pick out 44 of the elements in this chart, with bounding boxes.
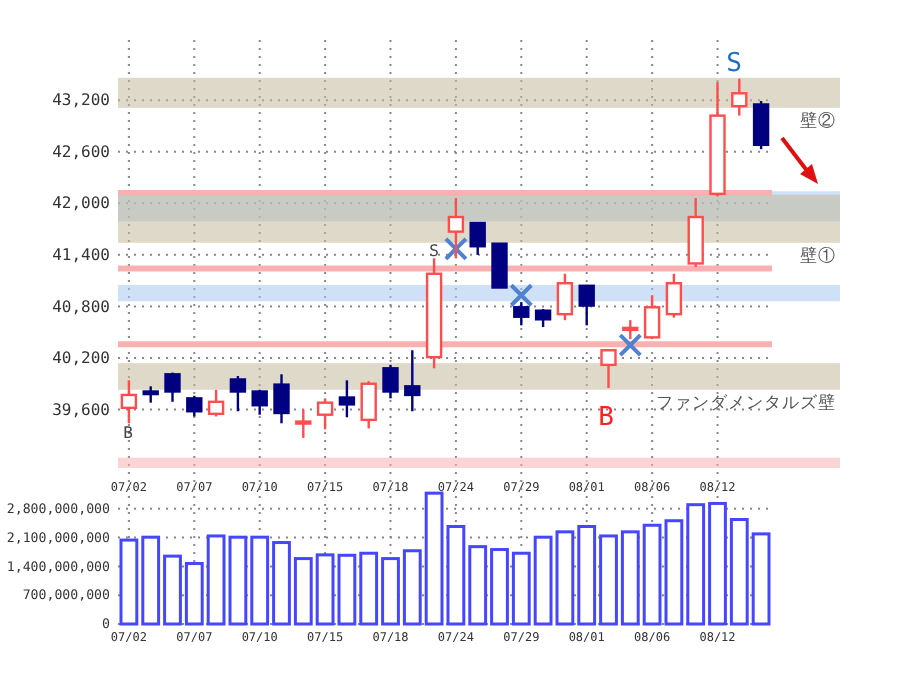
candlestick	[600, 349, 617, 390]
candlestick	[207, 388, 225, 418]
annotation: B	[123, 423, 134, 442]
candlestick	[513, 300, 530, 327]
annotation: S	[429, 241, 440, 260]
candlestick	[665, 272, 683, 319]
candlestick	[469, 220, 486, 257]
candlestick	[251, 388, 268, 416]
y-tick-label: 42,000	[52, 194, 111, 213]
candlestick	[360, 379, 377, 430]
band-label: 壁②	[800, 109, 836, 132]
candlestick	[687, 196, 704, 269]
candlestick	[382, 363, 399, 400]
y-tick-label: 43,200	[52, 91, 111, 110]
y-tick-label: 42,600	[52, 142, 111, 161]
candlestick	[578, 284, 595, 327]
band-label: ファンダメンタルズ壁	[656, 391, 836, 414]
y-tick-label: 40,800	[52, 297, 111, 316]
y-tick-label: 40,200	[52, 349, 111, 368]
candlestick	[447, 196, 465, 260]
candlestick	[338, 379, 356, 419]
candlestick	[752, 99, 770, 151]
candlestick	[404, 349, 421, 413]
annotation: B	[598, 403, 615, 434]
candlestick	[556, 272, 574, 322]
candlestick	[186, 394, 203, 418]
candlestick	[273, 373, 290, 425]
candlestick	[622, 318, 639, 341]
candlestick	[491, 242, 508, 289]
point	[618, 333, 643, 358]
candlestick	[534, 307, 552, 329]
candlestick	[316, 397, 334, 431]
candlestick	[120, 379, 138, 425]
candlestick	[229, 374, 247, 413]
y-tick-label: 39,600	[52, 400, 111, 419]
point	[509, 283, 534, 308]
y-tick-label: 41,400	[52, 245, 111, 264]
annotation: S	[726, 49, 742, 80]
candlestick	[295, 408, 312, 440]
band-label: 壁①	[800, 244, 836, 267]
candlestick	[731, 77, 748, 117]
candlestick	[164, 371, 181, 404]
point	[443, 236, 468, 261]
candlestick	[643, 294, 661, 341]
